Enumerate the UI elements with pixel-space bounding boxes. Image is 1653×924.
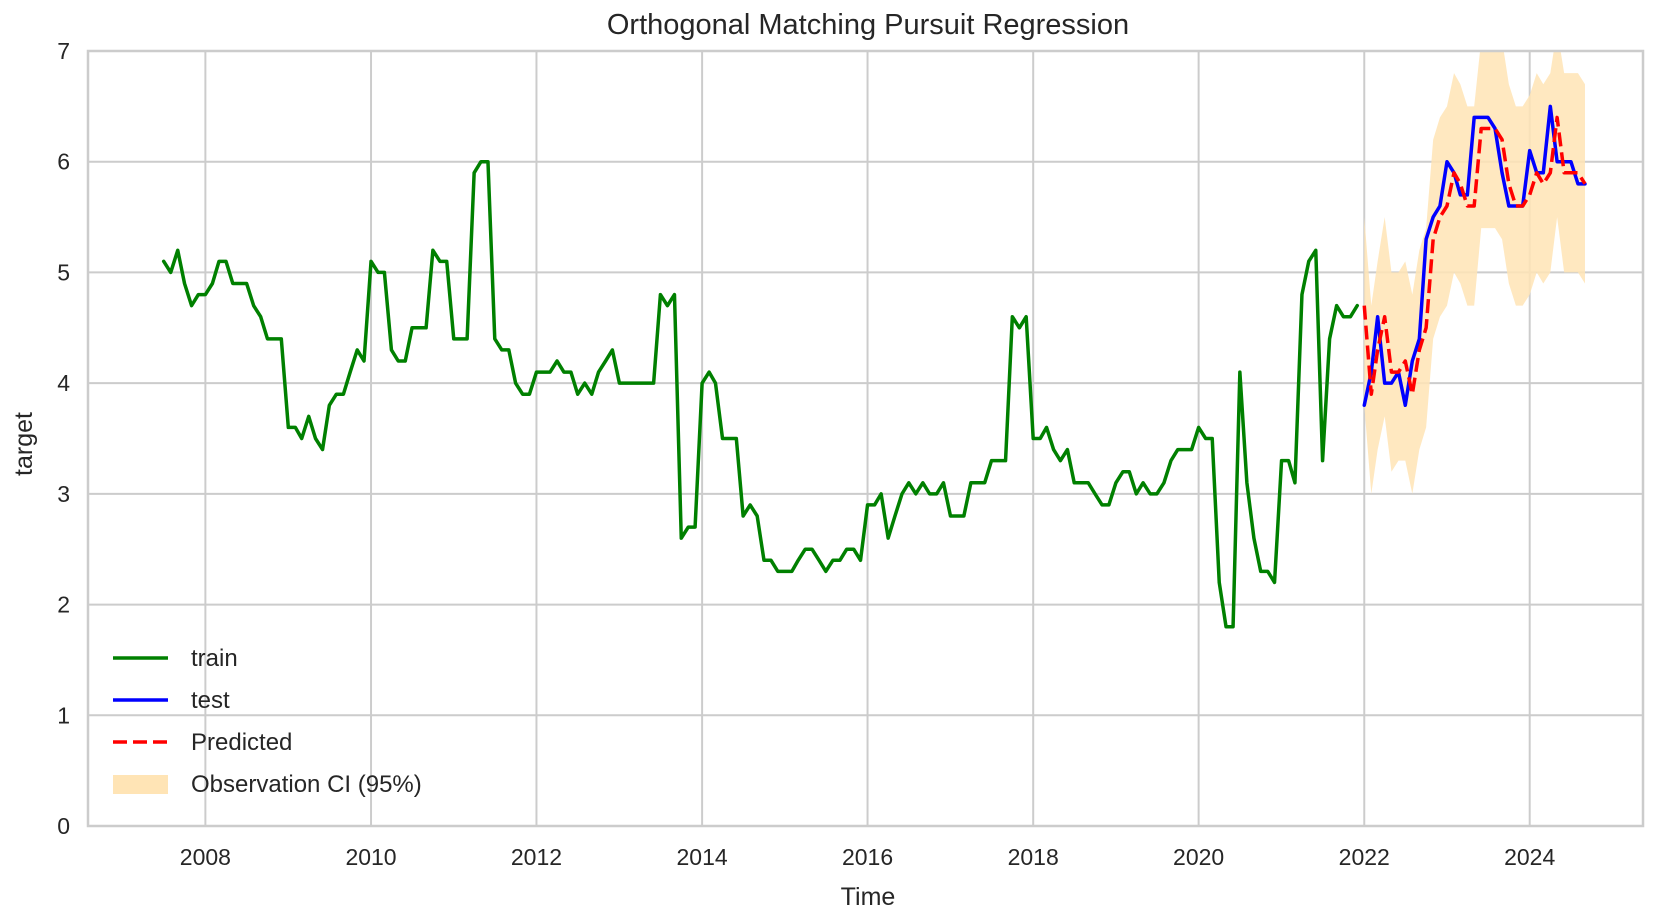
y-tick-label: 7: [57, 38, 70, 64]
x-tick-label: 2022: [1339, 844, 1390, 870]
y-tick-label: 2: [57, 592, 70, 618]
x-tick-label: 2016: [842, 844, 893, 870]
chart-title: Orthogonal Matching Pursuit Regression: [607, 9, 1129, 41]
y-tick-label: 3: [57, 481, 70, 507]
x-tick-label: 2012: [511, 844, 562, 870]
legend-swatch: [113, 775, 168, 794]
legend-label: Predicted: [191, 729, 292, 756]
legend-label: test: [191, 687, 230, 714]
y-axis-ticks: 0 1 2 3 4 5 6 7: [57, 38, 70, 839]
legend: train test Predicted Observation CI (95%): [113, 645, 422, 798]
legend-label: train: [191, 645, 238, 672]
test-series-line: [1362, 104, 1587, 408]
y-tick-label: 6: [57, 149, 70, 175]
x-axis-label: Time: [841, 883, 896, 911]
x-tick-label: 2010: [345, 844, 396, 870]
x-tick-label: 2020: [1173, 844, 1224, 870]
x-tick-label: 2018: [1008, 844, 1059, 870]
y-tick-label: 0: [57, 813, 70, 839]
x-tick-label: 2014: [677, 844, 728, 870]
x-axis-ticks: 2008 2010 2012 2014 2016 2018 2020 2022 2024: [180, 844, 1556, 870]
predicted-series-line: [1362, 115, 1587, 396]
x-tick-label: 2024: [1504, 844, 1555, 870]
y-axis-label: target: [10, 412, 38, 476]
y-tick-label: 5: [57, 259, 70, 285]
y-tick-label: 4: [57, 370, 70, 396]
plot-area: [161, 51, 1587, 629]
x-tick-label: 2008: [180, 844, 231, 870]
y-tick-label: 1: [57, 702, 70, 728]
plot-frame: [86, 49, 1645, 828]
legend-label: Observation CI (95%): [191, 771, 422, 798]
train-series-line: [161, 159, 1359, 629]
